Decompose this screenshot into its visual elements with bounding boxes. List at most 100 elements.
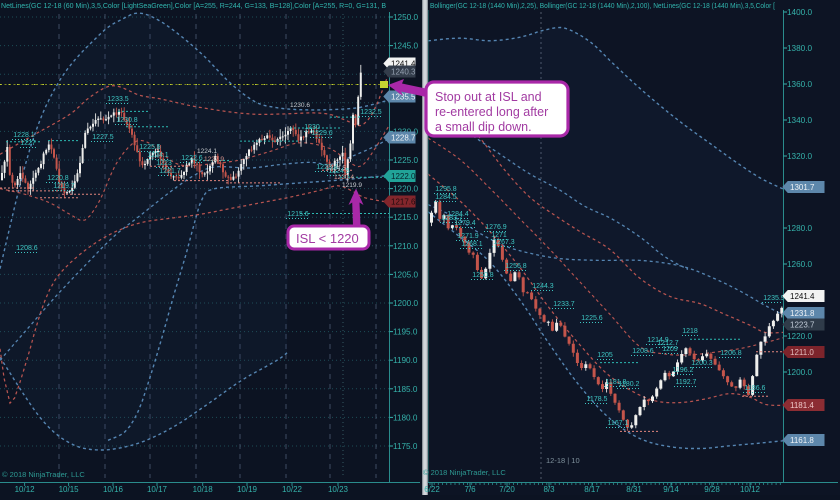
svg-text:1283.7: 1283.7: [441, 215, 463, 222]
svg-text:1228.7: 1228.7: [391, 134, 416, 143]
svg-text:1205: 1205: [597, 352, 613, 359]
svg-text:1284.4: 1284.4: [447, 211, 469, 218]
svg-text:1232.5: 1232.5: [360, 109, 382, 116]
svg-text:1230: 1230: [304, 124, 320, 131]
svg-text:1206.8: 1206.8: [720, 350, 742, 357]
svg-text:NetLines(GC 12-18 (60 Min),3,5: NetLines(GC 12-18 (60 Min),3,5,Color [Li…: [1, 1, 386, 10]
svg-text:1223.7: 1223.7: [790, 321, 815, 330]
svg-text:1222.9: 1222.9: [204, 156, 224, 163]
svg-text:1231.8: 1231.8: [790, 309, 815, 318]
svg-text:10/18: 10/18: [193, 485, 214, 494]
svg-text:1192.7: 1192.7: [676, 379, 697, 386]
svg-text:1219.7: 1219.7: [53, 183, 75, 190]
svg-text:1276.9: 1276.9: [485, 224, 507, 231]
svg-text:1230.8: 1230.8: [116, 117, 138, 124]
svg-text:10/12: 10/12: [740, 485, 761, 494]
svg-text:1225.5: 1225.5: [139, 144, 161, 151]
svg-text:1214.9: 1214.9: [647, 337, 669, 344]
svg-text:7/20: 7/20: [499, 485, 515, 494]
svg-text:1268.1: 1268.1: [461, 241, 483, 248]
svg-text:1220.0: 1220.0: [787, 332, 812, 341]
svg-text:1220.0: 1220.0: [393, 185, 418, 194]
svg-text:1301.7: 1301.7: [790, 183, 815, 192]
svg-text:re-entered long after: re-entered long after: [435, 105, 548, 119]
svg-text:9/28: 9/28: [704, 485, 720, 494]
svg-text:1235.9: 1235.9: [763, 295, 785, 302]
svg-text:1195.0: 1195.0: [393, 328, 418, 337]
svg-text:10/16: 10/16: [103, 485, 124, 494]
svg-text:1227: 1227: [20, 140, 36, 147]
svg-text:8/3: 8/3: [543, 485, 555, 494]
svg-text:1235.5: 1235.5: [391, 93, 416, 102]
svg-text:1280.0: 1280.0: [787, 224, 812, 233]
svg-text:1167.1: 1167.1: [608, 420, 629, 427]
svg-text:10/12: 10/12: [15, 485, 36, 494]
svg-text:1200.0: 1200.0: [393, 299, 418, 308]
svg-text:1225.0: 1225.0: [393, 156, 418, 165]
svg-text:1185.0: 1185.0: [393, 385, 418, 394]
svg-text:1180.0: 1180.0: [393, 413, 418, 422]
svg-text:Bollinger(GC 12-18 (1440 Min),: Bollinger(GC 12-18 (1440 Min),2,25), Bol…: [430, 1, 776, 10]
svg-text:10/17: 10/17: [147, 485, 168, 494]
svg-text:1178.5: 1178.5: [587, 396, 608, 403]
svg-text:1224.5: 1224.5: [328, 168, 350, 175]
svg-text:10/23: 10/23: [328, 485, 349, 494]
svg-text:9/14: 9/14: [663, 485, 679, 494]
svg-text:1233.5: 1233.5: [107, 96, 129, 103]
svg-text:8/17: 8/17: [584, 485, 600, 494]
svg-text:12-18 | 10: 12-18 | 10: [546, 456, 580, 465]
svg-text:8/31: 8/31: [626, 485, 642, 494]
svg-text:1380.0: 1380.0: [787, 44, 812, 53]
svg-text:© 2018 NinjaTrader, LLC: © 2018 NinjaTrader, LLC: [2, 470, 85, 479]
svg-text:1295.8: 1295.8: [435, 186, 457, 193]
svg-text:1200.0: 1200.0: [787, 368, 812, 377]
svg-text:1220.4: 1220.4: [334, 174, 354, 181]
svg-text:1400.0: 1400.0: [787, 8, 812, 17]
svg-text:© 2018 NinjaTrader, LLC: © 2018 NinjaTrader, LLC: [423, 468, 506, 477]
svg-text:1250.0: 1250.0: [393, 13, 418, 22]
svg-text:1219.9: 1219.9: [342, 182, 362, 189]
svg-text:1260.0: 1260.0: [787, 260, 812, 269]
svg-text:1180.2: 1180.2: [619, 381, 640, 388]
svg-text:1225.6: 1225.6: [581, 315, 603, 322]
svg-text:1205.0: 1205.0: [393, 270, 418, 279]
svg-text:a small dip down.: a small dip down.: [435, 120, 532, 134]
svg-text:1161.8: 1161.8: [790, 436, 814, 445]
svg-text:1211.0: 1211.0: [790, 348, 814, 357]
svg-text:1320.0: 1320.0: [787, 152, 812, 161]
svg-text:1217.6: 1217.6: [391, 198, 416, 207]
svg-text:7/6: 7/6: [464, 485, 476, 494]
svg-text:1241.4: 1241.4: [391, 60, 416, 69]
svg-text:1196.2: 1196.2: [673, 367, 694, 374]
svg-text:1267.3: 1267.3: [493, 239, 515, 246]
svg-text:1233.7: 1233.7: [553, 301, 575, 308]
svg-text:1245.0: 1245.0: [393, 42, 418, 51]
svg-text:1271: 1271: [491, 232, 507, 239]
svg-text:1222.0: 1222.0: [391, 172, 416, 181]
svg-text:1208.6: 1208.6: [632, 348, 654, 355]
svg-text:ISL < 1220: ISL < 1220: [296, 231, 359, 246]
svg-text:1229.6: 1229.6: [311, 130, 333, 137]
svg-text:1220.8: 1220.8: [47, 175, 69, 182]
svg-text:Stop out at ISL and: Stop out at ISL and: [435, 90, 542, 104]
svg-text:1230.6: 1230.6: [290, 102, 310, 109]
svg-text:1244.3: 1244.3: [532, 283, 554, 290]
svg-text:10/22: 10/22: [282, 485, 303, 494]
svg-text:1210.0: 1210.0: [393, 242, 418, 251]
svg-text:1250.8: 1250.8: [472, 272, 494, 279]
svg-text:1284.5: 1284.5: [435, 194, 457, 201]
svg-text:1340.0: 1340.0: [787, 116, 812, 125]
svg-text:1190.0: 1190.0: [393, 356, 418, 365]
svg-text:1224.1: 1224.1: [147, 152, 169, 159]
svg-text:1224.5: 1224.5: [326, 165, 346, 172]
svg-text:1241.4: 1241.4: [790, 292, 815, 301]
svg-text:1212.7: 1212.7: [657, 340, 679, 347]
svg-text:1223.4: 1223.4: [316, 164, 338, 171]
svg-text:1223: 1223: [156, 160, 172, 167]
svg-text:1209: 1209: [662, 346, 678, 353]
svg-text:1215.6: 1215.6: [287, 211, 309, 218]
svg-text:1181.8: 1181.8: [606, 379, 627, 386]
svg-text:10/15: 10/15: [59, 485, 80, 494]
svg-text:1175.0: 1175.0: [393, 442, 418, 451]
svg-text:10/19: 10/19: [237, 485, 258, 494]
